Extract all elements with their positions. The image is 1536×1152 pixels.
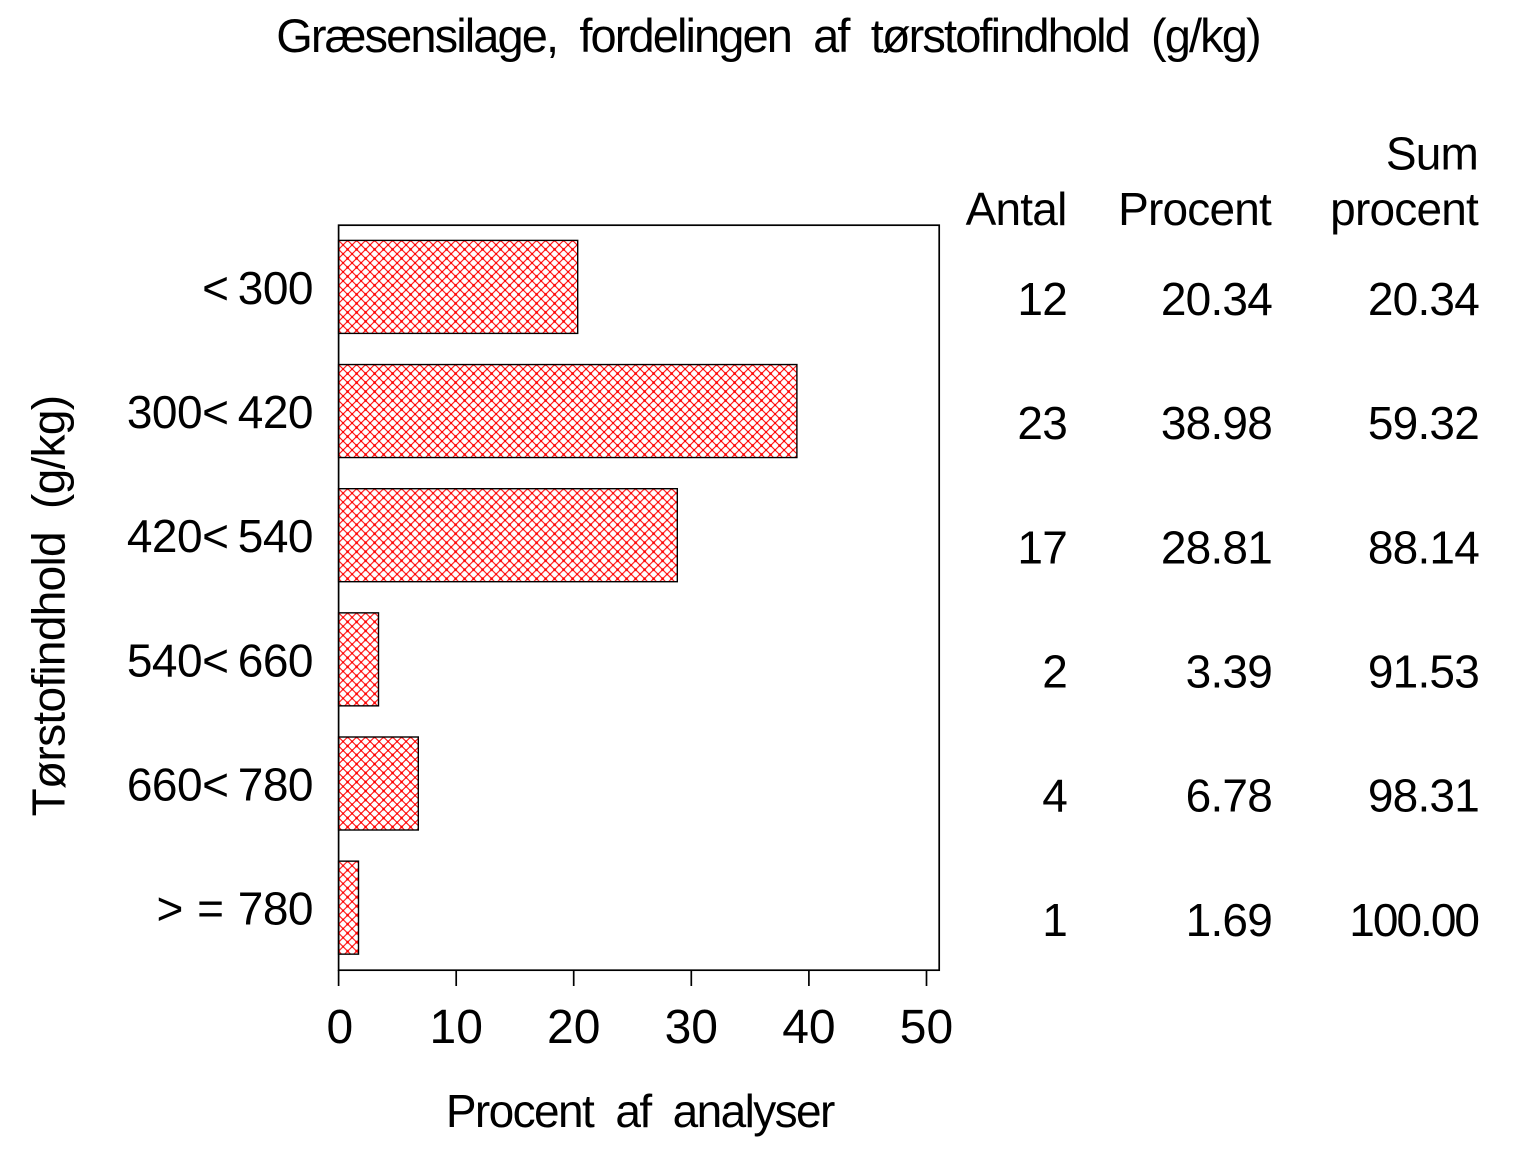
svg-text:Tørstofindhold (g/kg): Tørstofindhold (g/kg) <box>23 396 75 817</box>
svg-text:2: 2 <box>1042 646 1067 698</box>
svg-text:50: 50 <box>900 1001 953 1054</box>
svg-text:Sum: Sum <box>1386 128 1478 180</box>
svg-text:6.78: 6.78 <box>1186 770 1272 822</box>
svg-text:660< 780: 660< 780 <box>127 759 313 811</box>
svg-text:20.34: 20.34 <box>1161 273 1272 325</box>
svg-text:20.34: 20.34 <box>1368 273 1479 325</box>
svg-text:Antal: Antal <box>966 183 1067 235</box>
svg-text:540< 660: 540< 660 <box>127 634 313 686</box>
svg-text:100.00: 100.00 <box>1349 894 1478 946</box>
svg-text:88.14: 88.14 <box>1368 521 1479 573</box>
svg-text:38.98: 38.98 <box>1161 397 1272 449</box>
svg-text:3.39: 3.39 <box>1186 646 1272 698</box>
svg-text:420< 540: 420< 540 <box>127 510 313 562</box>
svg-text:10: 10 <box>430 1001 483 1054</box>
svg-text:1.69: 1.69 <box>1186 894 1272 946</box>
svg-text:1: 1 <box>1042 894 1067 946</box>
svg-text:4: 4 <box>1042 770 1067 822</box>
svg-text:procent: procent <box>1330 183 1479 235</box>
svg-text:17: 17 <box>1017 521 1067 573</box>
svg-text:300< 420: 300< 420 <box>127 386 313 438</box>
svg-text:12: 12 <box>1017 273 1067 325</box>
svg-text:0: 0 <box>326 1001 353 1054</box>
svg-text:Procent: Procent <box>1118 183 1272 235</box>
svg-text:< 300: < 300 <box>202 262 313 314</box>
svg-text:98.31: 98.31 <box>1368 770 1479 822</box>
svg-text:91.53: 91.53 <box>1368 646 1479 698</box>
svg-text:28.81: 28.81 <box>1161 521 1272 573</box>
svg-text:23: 23 <box>1017 397 1067 449</box>
svg-text:20: 20 <box>547 1001 600 1054</box>
svg-text:30: 30 <box>665 1001 718 1054</box>
svg-text:40: 40 <box>782 1001 835 1054</box>
svg-text:Procent af analyser: Procent af analyser <box>446 1085 835 1137</box>
svg-text:Græsensilage, fordelingen af t: Græsensilage, fordelingen af tørstofindh… <box>276 9 1260 62</box>
svg-text:> = 780: > = 780 <box>156 883 313 935</box>
svg-text:59.32: 59.32 <box>1368 397 1479 449</box>
